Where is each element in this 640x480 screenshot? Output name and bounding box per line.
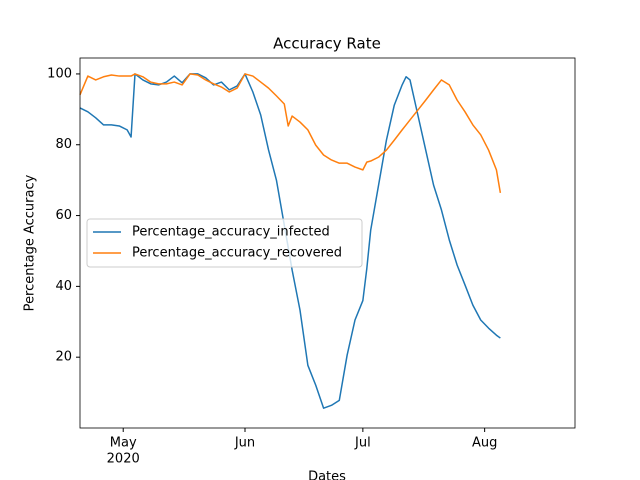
y-tick-label: 100: [47, 66, 72, 81]
y-axis-label: Percentage Accuracy: [23, 174, 38, 311]
chart-title: Accuracy Rate: [273, 35, 381, 53]
axes-frame: [79, 57, 576, 429]
y-tick-label: 80: [55, 137, 72, 152]
x-tick-label: Jun: [234, 436, 255, 451]
data-line: [79, 73, 501, 409]
x-tick-sublabel: 2020: [107, 452, 140, 467]
legend-box: [86, 218, 363, 268]
data-line: [79, 73, 502, 194]
y-tick-label: 20: [55, 350, 72, 365]
x-tick-label: Jul: [354, 436, 371, 451]
x-axis-label: Dates: [308, 470, 346, 480]
y-tick-label: 60: [55, 208, 72, 223]
y-tick-label: 40: [55, 279, 72, 294]
legend-label: Percentage_accuracy_infected: [132, 225, 330, 240]
x-tick-label: Aug: [472, 436, 497, 451]
x-tick-label: May: [110, 436, 137, 451]
legend-label: Percentage_accuracy_recovered: [132, 246, 342, 261]
